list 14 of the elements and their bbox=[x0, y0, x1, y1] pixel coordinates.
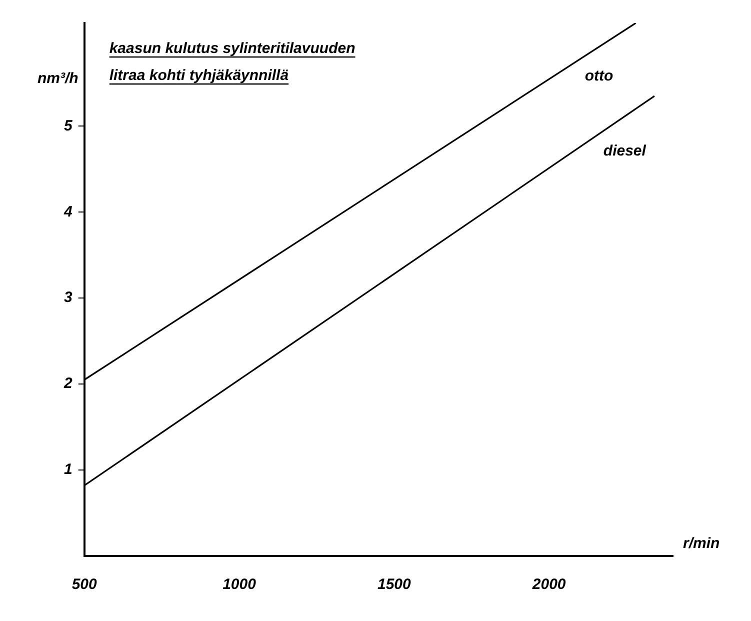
x-tick-label: 2000 bbox=[531, 576, 566, 594]
series-label: otto bbox=[584, 68, 614, 85]
text: kaasun kulutus sylinteritilavuuden litraa kohti tyhjäkäynnillä bbox=[109, 40, 356, 84]
y-tick-label: 1 bbox=[64, 461, 72, 478]
y-tick-label: 3 bbox=[64, 289, 73, 306]
y-tick-label: 4 bbox=[63, 203, 73, 220]
x-tick-label: 1500 bbox=[377, 576, 412, 594]
y-tick-label: 2 bbox=[63, 375, 73, 392]
x-tick-label: 1000 bbox=[222, 576, 257, 594]
series-label: diesel bbox=[603, 142, 647, 160]
y-tick-label: 5 bbox=[64, 117, 73, 134]
x-tick-label: 500 bbox=[72, 576, 98, 594]
x-axis-title: r/min bbox=[683, 535, 720, 552]
y-axis-title: nm³/h bbox=[38, 70, 78, 87]
